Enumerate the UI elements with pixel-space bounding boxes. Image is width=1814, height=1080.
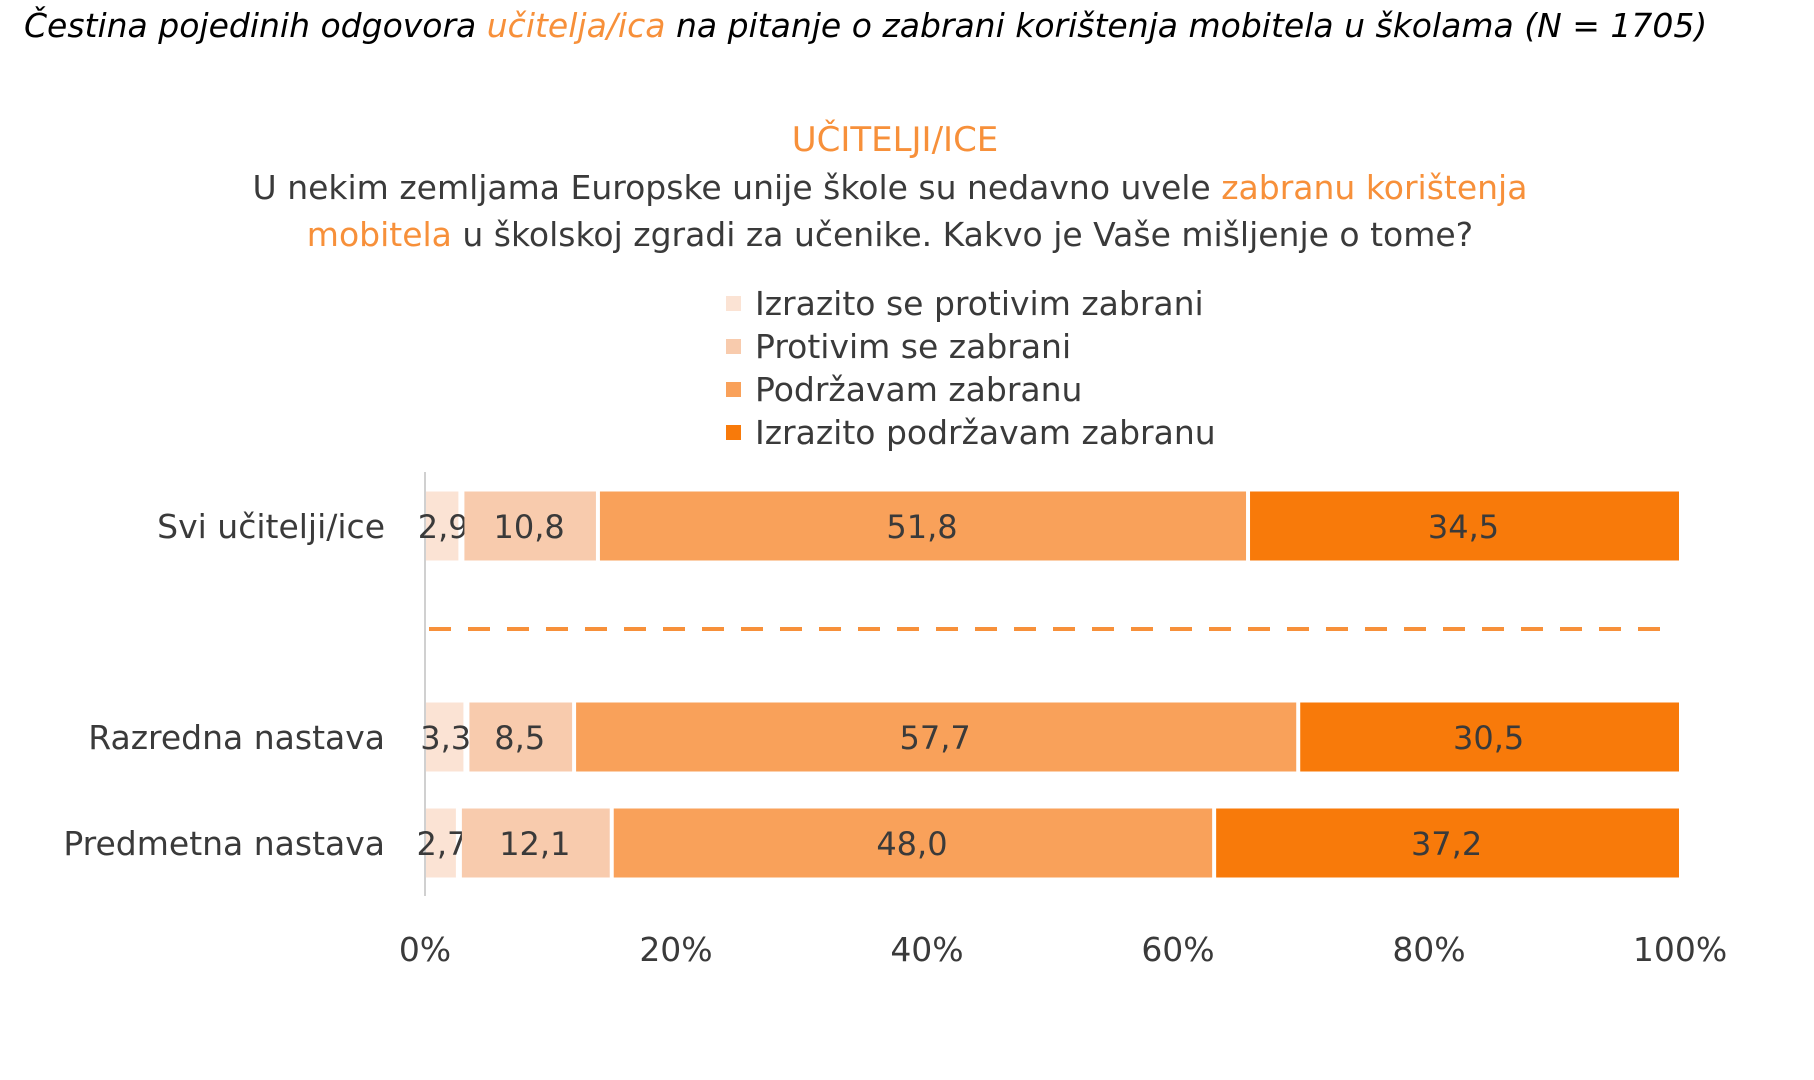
x-tick-label: 60% — [1141, 930, 1214, 969]
bar-segment — [576, 702, 1297, 772]
figure-title-part1: Čestina pojedinih odgovora — [24, 6, 487, 45]
data-label: 10,8 — [494, 508, 565, 546]
legend-swatch — [726, 339, 741, 354]
category-label: Predmetna nastava — [63, 824, 385, 863]
legend-item-support: Podržavam zabranu — [726, 368, 1216, 411]
legend-swatch — [726, 425, 741, 440]
x-tick-label: 80% — [1392, 930, 1465, 969]
category-label: Razredna nastava — [88, 718, 385, 757]
bar-segment — [426, 491, 459, 561]
figure-title: Čestina pojedinih odgovora učitelja/ica … — [24, 2, 1794, 50]
bar-segment — [426, 808, 456, 878]
bar-segment — [1300, 702, 1679, 772]
x-tick-label: 100% — [1633, 930, 1727, 969]
legend-item-oppose: Protivim se zabrani — [726, 325, 1216, 368]
x-tick-label: 0% — [399, 930, 451, 969]
legend-label: Izrazito se protivim zabrani — [755, 284, 1204, 323]
data-label: 57,7 — [900, 719, 971, 757]
data-label: 2,7 — [416, 825, 467, 863]
legend-label: Podržavam zabranu — [755, 370, 1083, 409]
legend-item-strongly-oppose: Izrazito se protivim zabrani — [726, 282, 1216, 325]
data-label: 30,5 — [1453, 719, 1524, 757]
figure-title-part2: na pitanje o zabrani korištenja mobitela… — [665, 6, 1708, 45]
bar-segment — [1250, 491, 1679, 561]
data-label: 34,5 — [1428, 508, 1499, 546]
bar-segment — [1216, 808, 1679, 878]
bar-segment — [469, 702, 573, 772]
data-label: 37,2 — [1411, 825, 1482, 863]
data-label: 3,3 — [420, 719, 471, 757]
data-label: 12,1 — [499, 825, 570, 863]
chart-heading: UČITELJI/ICE — [791, 120, 999, 160]
category-label: Svi učitelji/ice — [157, 507, 385, 546]
question-part2: u školskoj zgradi za učenike. Kakvo je V… — [451, 215, 1474, 254]
bar-segment — [461, 808, 610, 878]
bar-segment — [599, 491, 1247, 561]
chart-legend: Izrazito se protivim zabrani Protivim se… — [726, 282, 1216, 454]
data-label: 51,8 — [886, 508, 957, 546]
bar-segment — [613, 808, 1213, 878]
figure-title-highlight: učitelja/ica — [486, 6, 666, 45]
bar-segment — [464, 491, 596, 561]
data-label: 48,0 — [876, 825, 947, 863]
bar-segment — [426, 702, 464, 772]
legend-swatch — [726, 382, 741, 397]
x-tick-label: 20% — [639, 930, 712, 969]
x-tick-label: 40% — [890, 930, 963, 969]
data-label: 2,9 — [418, 508, 469, 546]
question-part1: U nekim zemljama Europske unije škole su… — [252, 168, 1222, 207]
legend-label: Protivim se zabrani — [755, 327, 1072, 366]
data-label: 8,5 — [494, 719, 545, 757]
legend-label: Izrazito podržavam zabranu — [755, 413, 1216, 452]
legend-item-strongly-support: Izrazito podržavam zabranu — [726, 411, 1216, 454]
legend-swatch — [726, 296, 741, 311]
question-highlight: zabranu korištenja mobitela — [306, 168, 1528, 254]
chart-question: U nekim zemljama Europske unije škole su… — [180, 164, 1600, 258]
